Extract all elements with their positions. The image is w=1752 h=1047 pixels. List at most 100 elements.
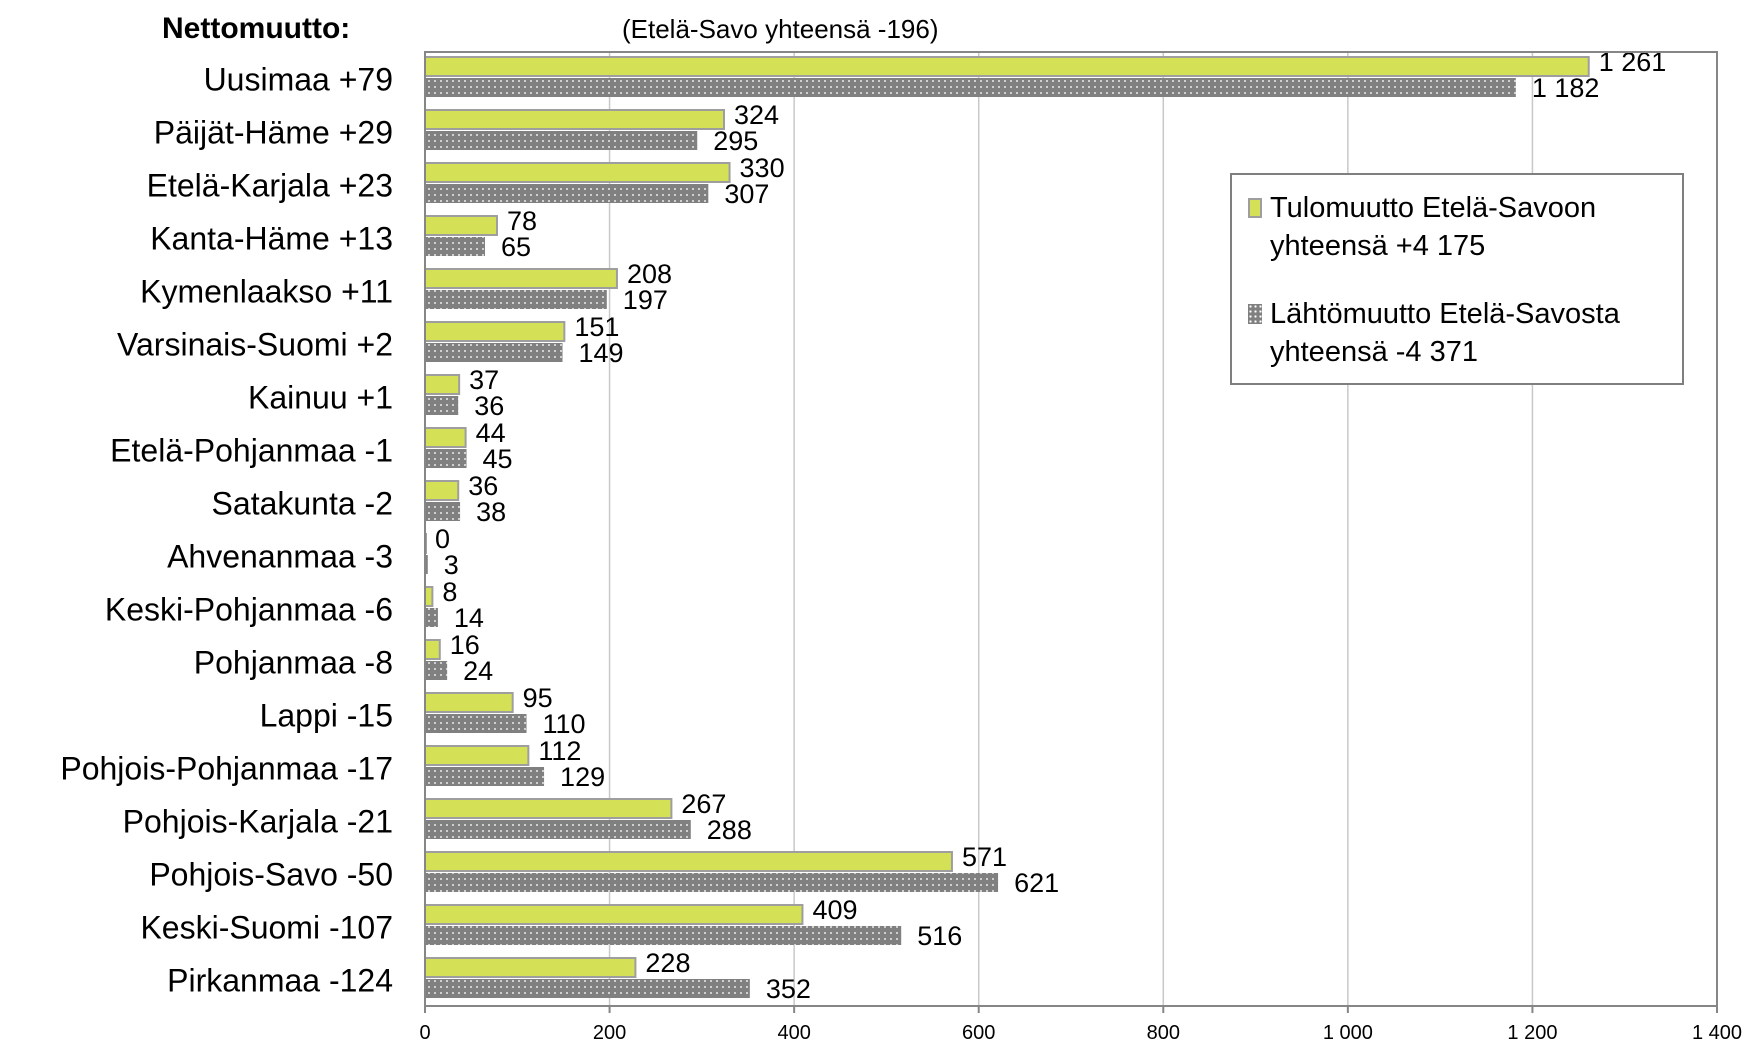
data-label-outflow: 307 bbox=[724, 179, 769, 209]
category-label: Pohjanmaa -8 bbox=[194, 645, 393, 681]
data-label-outflow: 129 bbox=[560, 762, 605, 792]
net-migration-label: +23 bbox=[330, 168, 393, 204]
data-label-outflow: 36 bbox=[474, 391, 504, 421]
category-label: Keski-Pohjanmaa -6 bbox=[105, 592, 393, 628]
data-label-outflow: 149 bbox=[579, 338, 624, 368]
bar-outflow bbox=[425, 555, 428, 574]
chart-note: (Etelä-Savo yhteensä -196) bbox=[622, 14, 939, 44]
category-name: Päijät-Häme bbox=[154, 115, 330, 151]
bar-outflow bbox=[425, 926, 902, 945]
bar-inflow bbox=[424, 798, 673, 819]
net-migration-label: +1 bbox=[348, 380, 393, 416]
bar-outflow bbox=[425, 767, 545, 786]
data-label-inflow: 8 bbox=[442, 577, 457, 607]
bar-outflow bbox=[425, 608, 438, 627]
data-label-outflow: 1 182 bbox=[1532, 73, 1600, 103]
data-label-outflow: 110 bbox=[543, 709, 586, 739]
data-label-outflow: 65 bbox=[501, 232, 531, 262]
data-label-inflow: 228 bbox=[645, 948, 690, 978]
category-label: Pohjois-Pohjanmaa -17 bbox=[60, 751, 393, 787]
net-migration-label: -107 bbox=[320, 910, 393, 946]
bar-inflow bbox=[424, 268, 618, 289]
data-label-outflow: 24 bbox=[463, 656, 493, 686]
legend-label-outflow: Lähtömuutto Etelä-Savosta yhteensä -4 37… bbox=[1270, 298, 1620, 368]
category-label: Keski-Suomi -107 bbox=[140, 910, 393, 946]
category-name: Lappi bbox=[260, 698, 338, 734]
category-label: Kanta-Häme +13 bbox=[150, 221, 393, 257]
bar-outflow bbox=[425, 820, 691, 839]
category-label: Satakunta -2 bbox=[212, 486, 393, 522]
data-label-outflow: 38 bbox=[476, 497, 506, 527]
x-tick-label: 1 000 bbox=[1323, 1022, 1373, 1044]
data-label-inflow: 267 bbox=[681, 789, 726, 819]
net-migration-label: +29 bbox=[330, 115, 393, 151]
data-label-inflow: 78 bbox=[507, 206, 537, 236]
data-label-inflow: 95 bbox=[523, 683, 553, 713]
category-label: Pohjois-Savo -50 bbox=[149, 857, 393, 893]
category-name: Pirkanmaa bbox=[167, 963, 320, 999]
bar-inflow bbox=[424, 56, 1590, 77]
category-name: Ahvenanmaa bbox=[167, 539, 356, 575]
net-migration-label: -21 bbox=[338, 804, 393, 840]
category-name: Keski-Pohjanmaa bbox=[105, 592, 356, 628]
bars bbox=[424, 56, 1590, 998]
bar-inflow bbox=[424, 957, 637, 978]
category-label: Lappi -15 bbox=[260, 698, 393, 734]
bar-outflow bbox=[425, 449, 467, 468]
bar-outflow bbox=[425, 184, 709, 203]
category-name: Pohjois-Pohjanmaa bbox=[60, 751, 338, 787]
category-name: Etelä-Pohjanmaa bbox=[110, 433, 356, 469]
x-tick-label: 800 bbox=[1147, 1022, 1180, 1044]
net-migration-label: +79 bbox=[330, 62, 393, 98]
data-label-outflow: 45 bbox=[483, 444, 513, 474]
data-label-inflow: 44 bbox=[476, 418, 506, 448]
bar-inflow bbox=[424, 374, 461, 395]
bar-inflow bbox=[424, 109, 726, 130]
category-label: Päijät-Häme +29 bbox=[154, 115, 393, 151]
x-tick-label: 1 200 bbox=[1507, 1022, 1557, 1044]
category-name: Pohjois-Savo bbox=[149, 857, 338, 893]
category-name: Uusimaa bbox=[204, 62, 330, 98]
category-name: Pohjanmaa bbox=[194, 645, 356, 681]
category-label: Pohjois-Karjala -21 bbox=[123, 804, 393, 840]
net-migration-label: -2 bbox=[356, 486, 393, 522]
data-label-inflow: 151 bbox=[574, 312, 619, 342]
legend: Tulomuutto Etelä-Savoon yhteensä +4 175 … bbox=[1230, 173, 1684, 385]
category-name: Kymenlaakso bbox=[140, 274, 332, 310]
category-name: Kainuu bbox=[248, 380, 348, 416]
category-label: Kymenlaakso +11 bbox=[140, 274, 393, 310]
legend-item-inflow: Tulomuutto Etelä-Savoon yhteensä +4 175 bbox=[1248, 189, 1596, 265]
data-label-inflow: 571 bbox=[962, 842, 1007, 872]
bar-inflow bbox=[424, 480, 460, 501]
net-migration-label: -8 bbox=[356, 645, 393, 681]
category-label: Varsinais-Suomi +2 bbox=[117, 327, 393, 363]
category-name: Varsinais-Suomi bbox=[117, 327, 348, 363]
chart-heading: Nettomuutto: bbox=[162, 12, 350, 45]
data-label-inflow: 324 bbox=[734, 100, 779, 130]
data-label-outflow: 288 bbox=[707, 815, 752, 845]
x-tick-label: 200 bbox=[593, 1022, 626, 1044]
x-tick-label: 1 400 bbox=[1692, 1022, 1742, 1044]
bar-outflow bbox=[425, 661, 448, 680]
bar-inflow bbox=[424, 851, 953, 872]
category-label: Uusimaa +79 bbox=[204, 62, 393, 98]
net-migration-label: +2 bbox=[348, 327, 393, 363]
net-migration-label: -124 bbox=[320, 963, 393, 999]
x-tick-labels: 0 200 400 600 800 1 000 1 200 1 400 bbox=[419, 1022, 1742, 1044]
bar-outflow bbox=[425, 873, 999, 892]
x-tick-label: 400 bbox=[777, 1022, 810, 1044]
data-label-inflow: 37 bbox=[469, 365, 499, 395]
bar-outflow bbox=[425, 290, 607, 309]
legend-label-inflow: Tulomuutto Etelä-Savoon yhteensä +4 175 bbox=[1270, 192, 1597, 262]
net-migration-label: -50 bbox=[338, 857, 393, 893]
legend-swatch-inflow bbox=[1248, 198, 1262, 218]
bar-outflow bbox=[425, 343, 563, 362]
legend-swatch-outflow bbox=[1248, 304, 1262, 324]
data-label-outflow: 295 bbox=[713, 126, 758, 156]
category-label: Etelä-Pohjanmaa -1 bbox=[110, 433, 393, 469]
bar-outflow bbox=[425, 131, 698, 150]
category-name: Etelä-Karjala bbox=[147, 168, 330, 204]
